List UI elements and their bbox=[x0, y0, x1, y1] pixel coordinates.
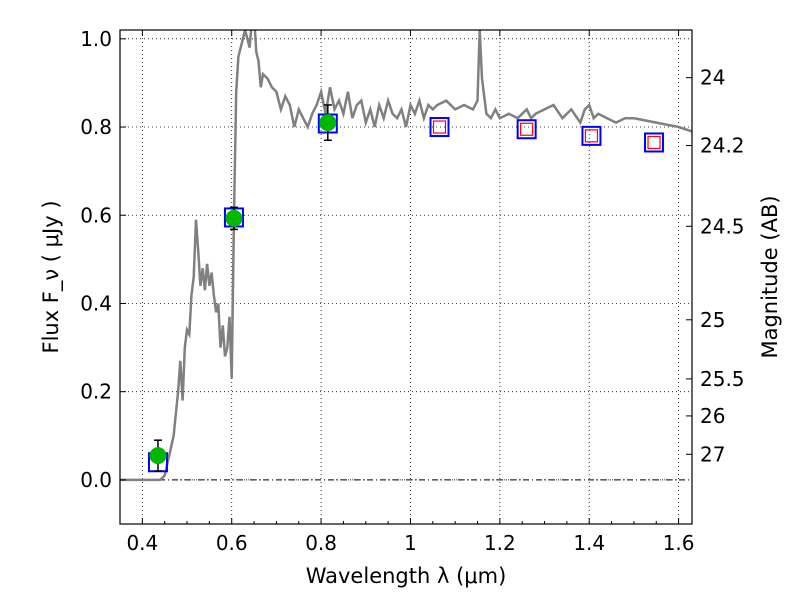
y-ticks: 0.0 0.2 0.4 0.6 0.8 1.0 bbox=[80, 27, 126, 492]
x-tick-label: 1.2 bbox=[484, 531, 516, 555]
right-tick-label: 25.5 bbox=[700, 367, 745, 391]
x-tick-label: 1.6 bbox=[663, 531, 695, 555]
x-tick-label: 0.4 bbox=[126, 531, 158, 555]
y-tick-label: 1.0 bbox=[80, 27, 112, 51]
model-box bbox=[581, 125, 602, 146]
right-ticks: 24 24.2 24.5 25 25.5 26 27 bbox=[686, 66, 745, 466]
pred-boxes bbox=[432, 120, 661, 150]
x-ticks: 0.4 0.6 0.8 1 1.2 1.4 1.6 bbox=[119, 30, 695, 555]
observed-point bbox=[149, 447, 167, 465]
predicted-box bbox=[520, 122, 534, 136]
right-axis-label: Magnitude (AB) bbox=[758, 195, 782, 358]
y-tick-label: 0.4 bbox=[80, 291, 112, 315]
predicted-box bbox=[647, 135, 661, 150]
y-axis-label: Flux F_ν ( μJy ) bbox=[39, 200, 64, 353]
right-tick-label: 25 bbox=[700, 308, 725, 332]
right-tick-label: 24 bbox=[700, 66, 725, 90]
x-axis-label: Wavelength λ (μm) bbox=[306, 564, 507, 588]
observed-points bbox=[149, 104, 337, 472]
x-tick-label: 0.6 bbox=[216, 531, 248, 555]
right-tick-label: 27 bbox=[700, 442, 725, 466]
model-boxes bbox=[147, 113, 665, 473]
predicted-box bbox=[432, 120, 447, 134]
x-tick-label: 1.4 bbox=[573, 531, 605, 555]
plot-clip-group bbox=[120, 30, 692, 482]
right-tick-label: 24.2 bbox=[700, 134, 745, 158]
observed-point bbox=[225, 209, 243, 227]
x-tick-label: 1 bbox=[404, 531, 417, 555]
y-tick-label: 0.6 bbox=[80, 203, 112, 227]
y-tick-label: 0.0 bbox=[80, 468, 112, 492]
y-tick-label: 0.2 bbox=[80, 380, 112, 404]
right-tick-label: 24.5 bbox=[700, 214, 745, 238]
predicted-box bbox=[584, 129, 599, 143]
plot-frame bbox=[119, 29, 693, 525]
model-box bbox=[429, 117, 450, 138]
observed-point bbox=[319, 114, 337, 132]
model-box bbox=[516, 119, 537, 140]
model-box bbox=[644, 132, 665, 153]
right-tick-label: 26 bbox=[700, 404, 725, 428]
sed-line bbox=[120, 30, 692, 482]
x-tick-label: 0.8 bbox=[305, 531, 337, 555]
y-tick-label: 0.8 bbox=[80, 115, 112, 139]
